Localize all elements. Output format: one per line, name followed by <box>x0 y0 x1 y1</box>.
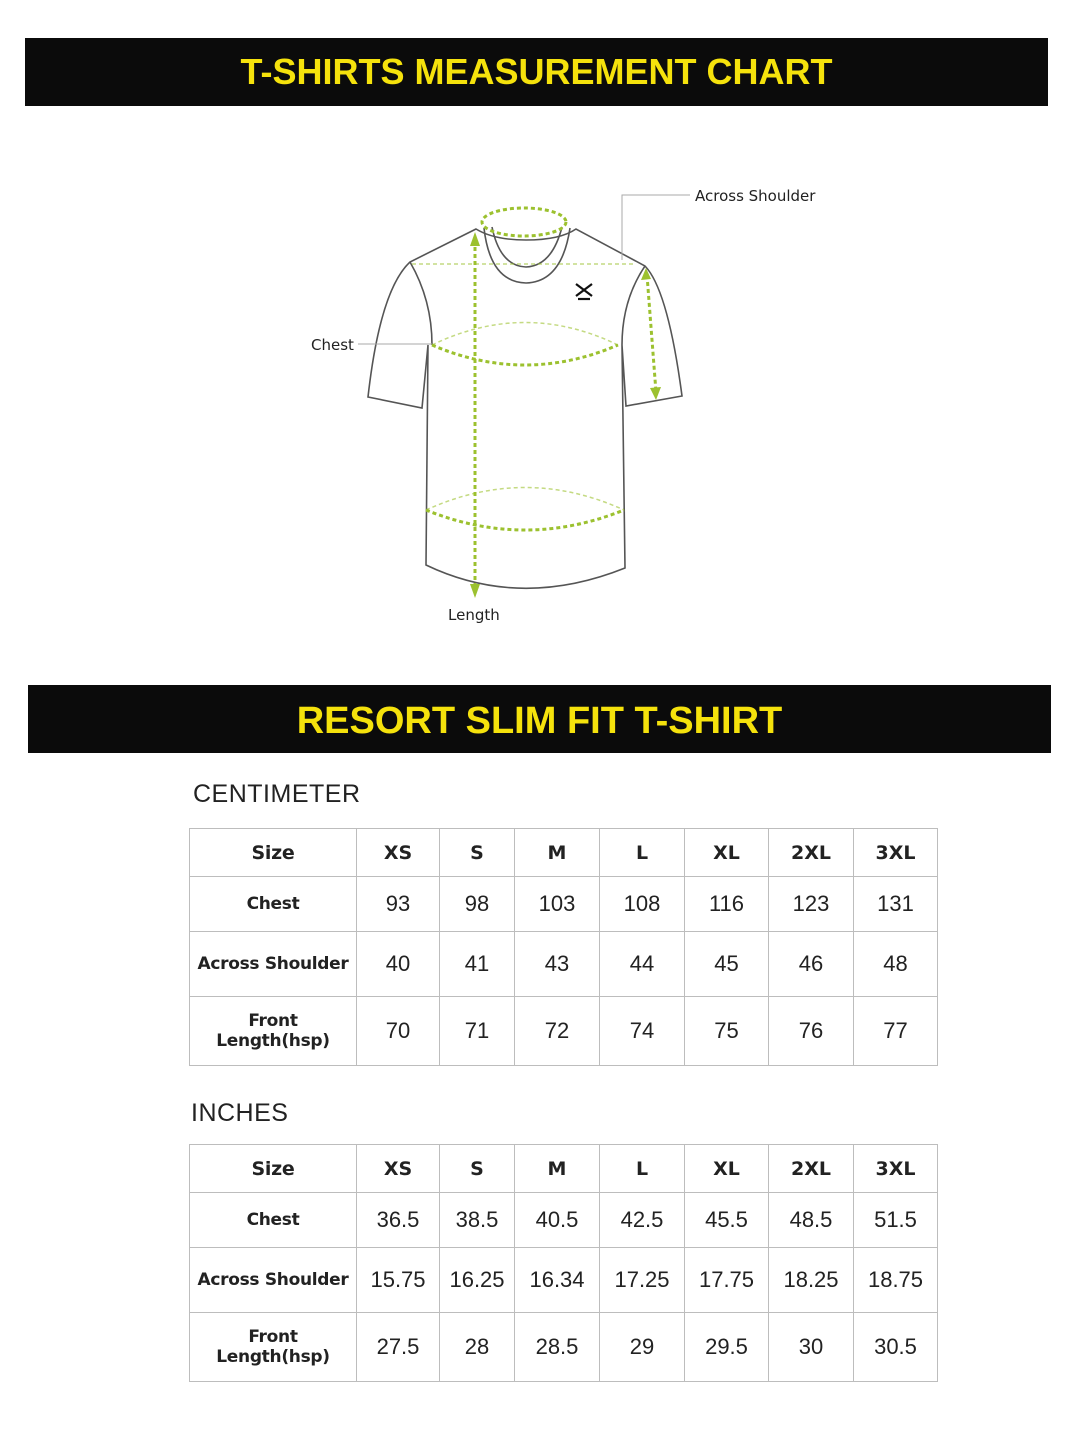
row-label: Front Length(hsp) <box>189 996 357 1066</box>
sleeve-measure <box>645 274 658 393</box>
value-cell: 18.75 <box>853 1247 938 1313</box>
table-row: Chest 36.5 38.5 40.5 42.5 45.5 48.5 51.5 <box>189 1192 938 1248</box>
size-header-cell: 3XL <box>853 1144 938 1193</box>
size-header-cell: S <box>439 1144 515 1193</box>
size-table-cm: Size XS S M L XL 2XL 3XL Chest 93 98 103 108 116 123 13… <box>189 828 938 1066</box>
value-cell: 72 <box>514 996 600 1066</box>
value-cell: 77 <box>853 996 938 1066</box>
size-header-cell: M <box>514 1144 600 1193</box>
value-cell: 30.5 <box>853 1312 938 1382</box>
value-cell: 29 <box>599 1312 685 1382</box>
value-cell: 48.5 <box>768 1192 854 1248</box>
value-cell: 123 <box>768 876 854 932</box>
value-cell: 36.5 <box>356 1192 440 1248</box>
value-cell: 45.5 <box>684 1192 769 1248</box>
value-cell: 98 <box>439 876 515 932</box>
brand-logo-icon <box>575 283 593 301</box>
chart-title-banner: T-SHIRTS MEASUREMENT CHART <box>25 38 1048 106</box>
value-cell: 70 <box>356 996 440 1066</box>
value-cell: 93 <box>356 876 440 932</box>
value-cell: 41 <box>439 931 515 997</box>
size-header-cell: XS <box>356 1144 440 1193</box>
table-row: Front Length(hsp) 27.5 28 28.5 29 29.5 30 30.5 <box>189 1312 938 1382</box>
value-cell: 42.5 <box>599 1192 685 1248</box>
value-cell: 40.5 <box>514 1192 600 1248</box>
value-cell: 29.5 <box>684 1312 769 1382</box>
label-length: Length <box>448 606 500 624</box>
chest-measure <box>431 343 619 367</box>
value-cell: 46 <box>768 931 854 997</box>
size-header-cell: XL <box>684 1144 769 1193</box>
value-cell: 108 <box>599 876 685 932</box>
value-cell: 16.34 <box>514 1247 600 1313</box>
row-label: Across Shoulder <box>189 931 357 997</box>
tshirt-diagram <box>358 194 690 598</box>
value-cell: 131 <box>853 876 938 932</box>
value-cell: 51.5 <box>853 1192 938 1248</box>
table-header-row: Size XS S M L XL 2XL 3XL <box>189 828 938 877</box>
size-header-cell: L <box>599 1144 685 1193</box>
product-title: RESORT SLIM FIT T-SHIRT <box>296 700 783 742</box>
size-table-inches: Size XS S M L XL 2XL 3XL Chest 36.5 38.5 40.5 42.5 45… <box>189 1144 938 1382</box>
value-cell: 43 <box>514 931 600 997</box>
value-cell: 45 <box>684 931 769 997</box>
chart-title: T-SHIRTS MEASUREMENT CHART <box>240 51 833 92</box>
value-cell: 74 <box>599 996 685 1066</box>
value-cell: 28.5 <box>514 1312 600 1382</box>
value-cell: 30 <box>768 1312 854 1382</box>
row-label: Front Length(hsp) <box>189 1312 357 1382</box>
unit-label-cm: CENTIMETER <box>193 780 361 808</box>
collar <box>483 227 571 284</box>
value-cell: 103 <box>514 876 600 932</box>
unit-label-inches: INCHES <box>191 1099 289 1127</box>
label-chest: Chest <box>311 336 354 354</box>
size-header-cell: 3XL <box>853 828 938 877</box>
size-header-cell: 2XL <box>768 828 854 877</box>
size-header-cell: 2XL <box>768 1144 854 1193</box>
value-cell: 15.75 <box>356 1247 440 1313</box>
value-cell: 44 <box>599 931 685 997</box>
value-cell: 28 <box>439 1312 515 1382</box>
value-cell: 17.75 <box>684 1247 769 1313</box>
table-row: Across Shoulder 15.75 16.25 16.34 17.25 17.75… <box>189 1247 938 1313</box>
value-cell: 18.25 <box>768 1247 854 1313</box>
value-cell: 17.25 <box>599 1247 685 1313</box>
table-header-row: Size XS S M L XL 2XL 3XL <box>189 1144 938 1193</box>
value-cell: 116 <box>684 876 769 932</box>
row-label: Chest <box>189 1192 357 1248</box>
product-title-banner: RESORT SLIM FIT T-SHIRT <box>28 685 1051 753</box>
row-label: Size <box>189 828 357 877</box>
table-row: Across Shoulder 40 41 43 44 45 46 48 <box>189 931 938 997</box>
size-header-cell: M <box>514 828 600 877</box>
row-label: Chest <box>189 876 357 932</box>
size-header-cell: S <box>439 828 515 877</box>
neck-measure <box>480 206 568 238</box>
value-cell: 75 <box>684 996 769 1066</box>
label-across-shoulder: Across Shoulder <box>695 187 816 205</box>
value-cell: 16.25 <box>439 1247 515 1313</box>
value-cell: 40 <box>356 931 440 997</box>
table-row: Chest 93 98 103 108 116 123 131 <box>189 876 938 932</box>
hem-measure <box>425 508 625 532</box>
value-cell: 38.5 <box>439 1192 515 1248</box>
value-cell: 76 <box>768 996 854 1066</box>
row-label: Size <box>189 1144 357 1193</box>
value-cell: 48 <box>853 931 938 997</box>
table-row: Front Length(hsp) 70 71 72 74 75 76 77 <box>189 996 938 1066</box>
value-cell: 71 <box>439 996 515 1066</box>
size-header-cell: L <box>599 828 685 877</box>
size-header-cell: XL <box>684 828 769 877</box>
value-cell: 27.5 <box>356 1312 440 1382</box>
leader-line-shoulder <box>621 194 690 260</box>
row-label: Across Shoulder <box>189 1247 357 1313</box>
size-header-cell: XS <box>356 828 440 877</box>
